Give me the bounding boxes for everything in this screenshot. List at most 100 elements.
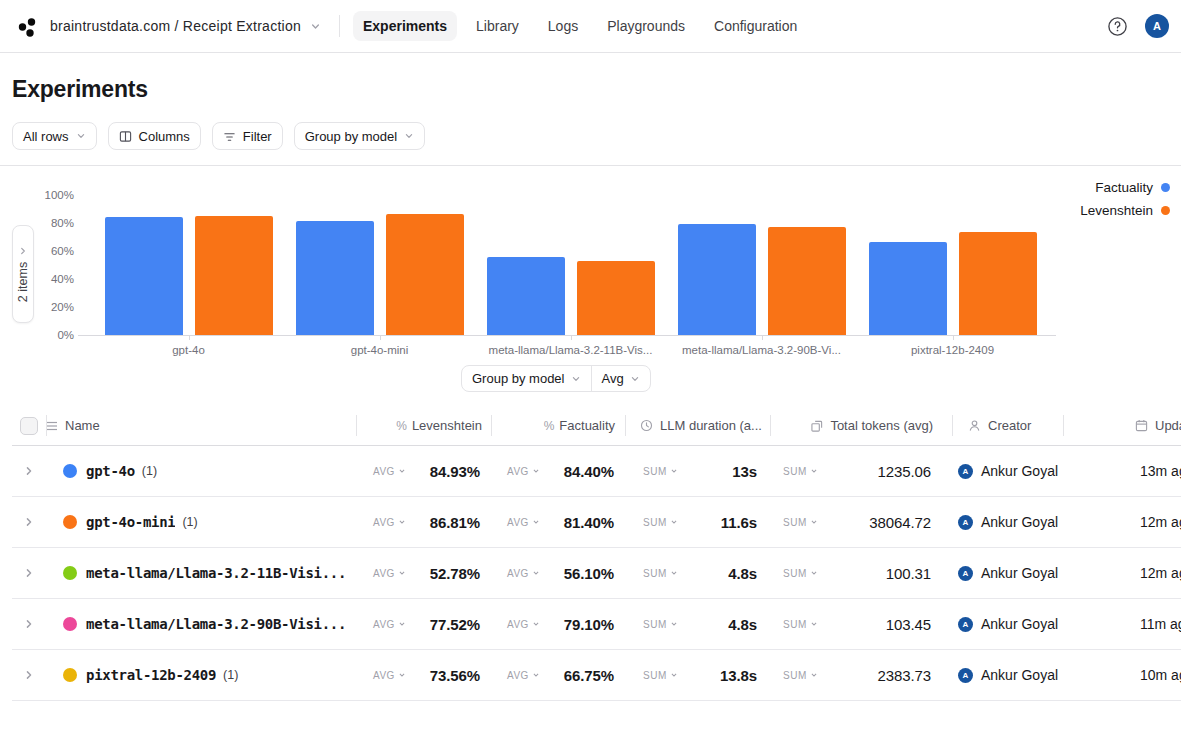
- tab-library[interactable]: Library: [466, 11, 529, 41]
- experiment-name-cell[interactable]: gpt-4o (1): [46, 446, 356, 496]
- chart-controls: Group by model Avg: [461, 365, 651, 392]
- aggregation-select[interactable]: SUM: [643, 466, 678, 477]
- updated-cell: 10m ago: [1063, 650, 1181, 700]
- chart-aggregation-select[interactable]: Avg: [592, 366, 650, 391]
- chevron-down-icon: [532, 569, 540, 577]
- bar-factuality[interactable]: [296, 221, 374, 335]
- header-total-tokens[interactable]: Total tokens (avg): [770, 406, 952, 445]
- toolbar: All rows Columns Filter Group by model: [12, 122, 1169, 150]
- tab-logs[interactable]: Logs: [538, 11, 588, 41]
- bar-factuality[interactable]: [678, 224, 756, 335]
- aggregation-select[interactable]: AVG: [507, 619, 540, 630]
- experiment-name[interactable]: meta-llama/Llama-3.2-90B-Visi...: [86, 616, 346, 632]
- help-icon[interactable]: [1107, 16, 1128, 37]
- user-avatar[interactable]: A: [1145, 14, 1169, 38]
- experiment-name-cell[interactable]: meta-llama/Llama-3.2-11B-Visi...: [46, 548, 356, 598]
- bar-levenshtein[interactable]: [386, 214, 464, 336]
- header-creator[interactable]: Creator: [952, 406, 1063, 445]
- aggregation-select[interactable]: SUM: [783, 568, 818, 579]
- llm-duration-cell: SUM 13.8s: [625, 650, 770, 700]
- table-row[interactable]: gpt-4o (1) AVG 84.93% AVG 84.40% SUM 13s…: [12, 446, 1181, 497]
- table-row[interactable]: meta-llama/Llama-3.2-11B-Visi... AVG 52.…: [12, 548, 1181, 599]
- header-llm-duration[interactable]: LLM duration (a...: [625, 406, 770, 445]
- aggregation-select[interactable]: SUM: [643, 568, 678, 579]
- y-axis-label: 80%: [0, 217, 74, 229]
- header-name[interactable]: Name: [46, 406, 356, 445]
- table-row[interactable]: pixtral-12b-2409 (1) AVG 73.56% AVG 66.7…: [12, 650, 1181, 701]
- bar-factuality[interactable]: [487, 257, 565, 336]
- experiment-name[interactable]: meta-llama/Llama-3.2-11B-Visi...: [86, 565, 346, 581]
- tab-experiments[interactable]: Experiments: [353, 11, 457, 41]
- bar-factuality[interactable]: [869, 242, 947, 335]
- tab-playgrounds[interactable]: Playgrounds: [597, 11, 695, 41]
- aggregation-select[interactable]: AVG: [507, 466, 540, 477]
- aggregation-select[interactable]: AVG: [373, 466, 406, 477]
- aggregation-select[interactable]: AVG: [373, 619, 406, 630]
- chevron-down-icon: [630, 374, 640, 384]
- expand-chevron-icon[interactable]: [23, 669, 35, 681]
- aggregation-select[interactable]: SUM: [643, 619, 678, 630]
- aggregation-select[interactable]: SUM: [783, 670, 818, 681]
- expand-chevron-icon[interactable]: [23, 618, 35, 630]
- bar-levenshtein[interactable]: [577, 261, 655, 335]
- aggregation-select[interactable]: SUM: [643, 670, 678, 681]
- total-tokens-value: 1235.06: [877, 463, 931, 480]
- legend-dot: [1161, 206, 1170, 215]
- bar-factuality[interactable]: [105, 217, 183, 335]
- breadcrumb[interactable]: braintrustdata.com / Receipt Extraction: [50, 18, 321, 34]
- chart-group-by-select[interactable]: Group by model: [462, 366, 592, 391]
- aggregation-select[interactable]: AVG: [507, 517, 540, 528]
- select-all-checkbox[interactable]: [20, 417, 38, 435]
- levenshtein-value: 86.81%: [430, 514, 480, 531]
- legend-entry[interactable]: Factuality: [1095, 180, 1170, 195]
- factuality-cell: AVG 81.40%: [491, 497, 625, 547]
- bar-levenshtein[interactable]: [768, 227, 846, 336]
- experiment-name-cell[interactable]: gpt-4o-mini (1): [46, 497, 356, 547]
- header-levenshtein[interactable]: % Levenshtein: [356, 406, 491, 445]
- updated-value: 11m ago: [1140, 616, 1181, 632]
- experiment-color-dot: [63, 515, 77, 529]
- aggregation-select[interactable]: SUM: [643, 517, 678, 528]
- filter-button[interactable]: Filter: [212, 122, 283, 150]
- creator-cell: A Ankur Goyal: [952, 446, 1063, 496]
- chevron-down-icon: [532, 467, 540, 475]
- bar-levenshtein[interactable]: [195, 216, 273, 335]
- factuality-cell: AVG 84.40%: [491, 446, 625, 496]
- aggregation-select[interactable]: SUM: [783, 619, 818, 630]
- experiment-name-cell[interactable]: meta-llama/Llama-3.2-90B-Visi...: [46, 599, 356, 649]
- aggregation-select[interactable]: SUM: [783, 466, 818, 477]
- bar-group: [475, 195, 666, 335]
- header-factuality[interactable]: % Factuality: [491, 406, 625, 445]
- y-axis-label: 20%: [0, 301, 74, 313]
- aggregation-select[interactable]: AVG: [373, 568, 406, 579]
- expand-chevron-icon[interactable]: [23, 465, 35, 477]
- experiment-count: (1): [223, 668, 238, 682]
- expand-chevron-icon[interactable]: [23, 516, 35, 528]
- all-rows-button[interactable]: All rows: [12, 122, 97, 150]
- group-by-button[interactable]: Group by model: [294, 122, 426, 150]
- experiment-name[interactable]: gpt-4o-mini: [86, 514, 175, 530]
- creator-name: Ankur Goyal: [981, 565, 1058, 581]
- experiment-name[interactable]: pixtral-12b-2409: [86, 667, 216, 683]
- tokens-icon: [811, 420, 823, 432]
- table-row[interactable]: gpt-4o-mini (1) AVG 86.81% AVG 81.40% SU…: [12, 497, 1181, 548]
- tab-configuration[interactable]: Configuration: [704, 11, 807, 41]
- experiment-name[interactable]: gpt-4o: [86, 463, 135, 479]
- expand-chevron-icon[interactable]: [23, 567, 35, 579]
- aggregation-select[interactable]: AVG: [507, 670, 540, 681]
- aggregation-select[interactable]: AVG: [373, 517, 406, 528]
- llm-duration-value: 4.8s: [728, 616, 757, 633]
- bar-levenshtein[interactable]: [959, 232, 1037, 335]
- experiment-name-cell[interactable]: pixtral-12b-2409 (1): [46, 650, 356, 700]
- header-updated[interactable]: Updated: [1063, 406, 1181, 445]
- aggregation-select[interactable]: SUM: [783, 517, 818, 528]
- legend-entry[interactable]: Levenshtein: [1080, 203, 1170, 218]
- y-axis-label: 100%: [0, 189, 74, 201]
- nav-divider: [339, 15, 340, 37]
- table-row[interactable]: meta-llama/Llama-3.2-90B-Visi... AVG 77.…: [12, 599, 1181, 650]
- columns-button[interactable]: Columns: [108, 122, 201, 150]
- aggregation-select[interactable]: AVG: [507, 568, 540, 579]
- aggregation-select[interactable]: AVG: [373, 670, 406, 681]
- updated-value: 12m ago: [1140, 565, 1181, 581]
- chevron-down-icon: [670, 467, 678, 475]
